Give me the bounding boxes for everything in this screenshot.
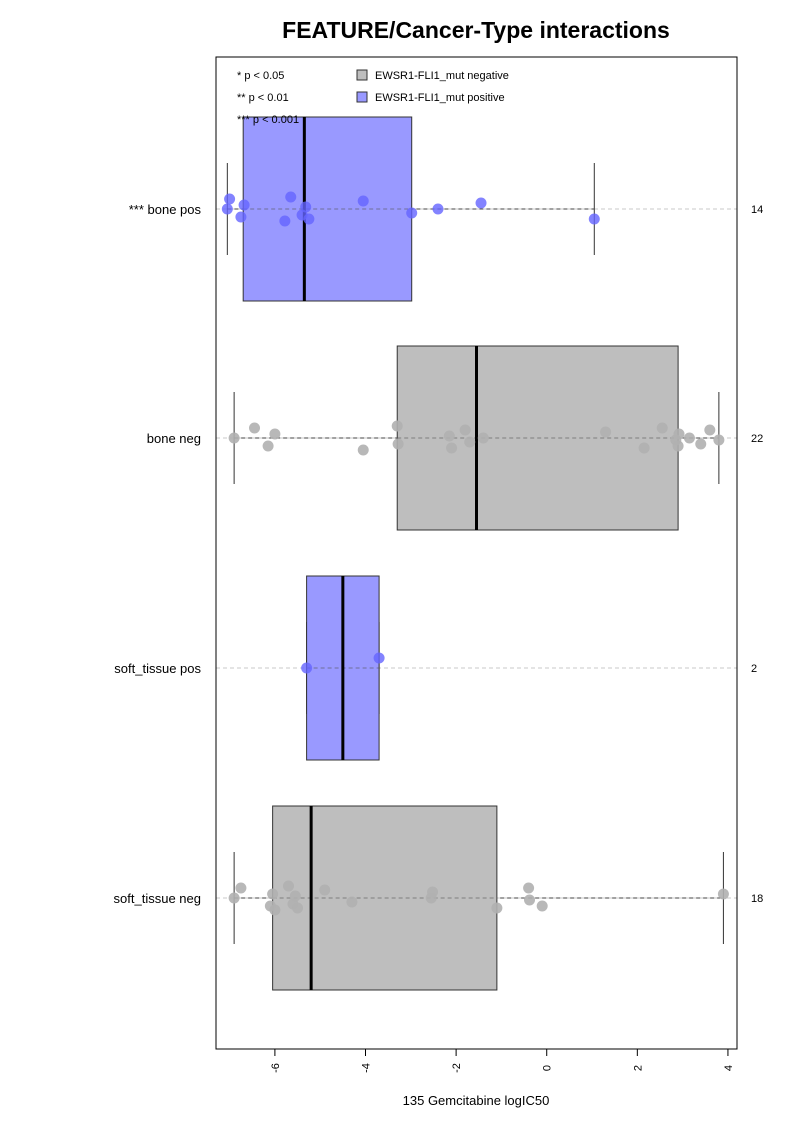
data-point xyxy=(695,438,707,450)
data-point xyxy=(524,894,536,906)
data-point xyxy=(279,215,291,227)
data-point xyxy=(406,207,418,219)
data-point xyxy=(292,902,304,914)
data-point xyxy=(656,422,668,434)
data-point xyxy=(269,428,281,440)
data-point xyxy=(475,197,487,209)
significance-key: * p < 0.05 ** p < 0.01 *** p < 0.001 xyxy=(237,70,299,126)
category-label: soft_tissue neg xyxy=(114,891,201,906)
data-point xyxy=(446,442,458,454)
x-axis-label: 135 Gemcitabine logIC50 xyxy=(403,1093,550,1108)
data-point xyxy=(373,652,385,664)
data-point xyxy=(300,201,312,213)
category-label: bone neg xyxy=(147,431,201,446)
data-point xyxy=(477,432,489,444)
data-point xyxy=(228,432,240,444)
data-point xyxy=(672,440,684,452)
data-point xyxy=(443,430,455,442)
legend-label: EWSR1-FLI1_mut positive xyxy=(375,92,505,104)
data-point xyxy=(357,444,369,456)
count-label: 14 xyxy=(751,204,763,216)
data-point xyxy=(282,880,294,892)
data-point xyxy=(285,191,297,203)
significance-key-entry: ** p < 0.01 xyxy=(237,92,289,104)
data-point xyxy=(301,662,313,674)
data-point xyxy=(357,195,369,207)
data-point xyxy=(713,434,725,446)
x-tick-label: 2 xyxy=(632,1065,644,1071)
legend: EWSR1-FLI1_mut negative EWSR1-FLI1_mut po… xyxy=(356,69,509,104)
data-point xyxy=(717,888,729,900)
data-point xyxy=(238,199,250,211)
legend-swatch xyxy=(356,69,368,81)
data-point xyxy=(262,440,274,452)
category-label: soft_tissue pos xyxy=(114,661,201,676)
data-point xyxy=(392,438,404,450)
data-point xyxy=(491,902,503,914)
data-point xyxy=(249,422,261,434)
data-point xyxy=(704,424,716,436)
count-label: 18 xyxy=(751,893,763,905)
data-point xyxy=(269,904,281,916)
data-point xyxy=(588,213,600,225)
x-tick-label: 4 xyxy=(723,1065,735,1071)
data-point xyxy=(289,890,301,902)
data-point xyxy=(224,193,236,205)
legend-label: EWSR1-FLI1_mut negative xyxy=(375,70,509,82)
significance-key-entry: *** p < 0.001 xyxy=(237,114,299,126)
data-point xyxy=(464,436,476,448)
data-point xyxy=(432,203,444,215)
data-point xyxy=(235,211,247,223)
data-point xyxy=(683,432,695,444)
data-point xyxy=(673,428,685,440)
count-label: 2 xyxy=(751,663,757,675)
data-point xyxy=(319,884,331,896)
x-tick-label: 0 xyxy=(542,1065,554,1071)
plot-data: *** bone pos 14 bone neg 22 soft_tissue pos 2… xyxy=(114,116,763,991)
count-label: 22 xyxy=(751,433,763,445)
data-point xyxy=(536,900,548,912)
x-tick-label: -4 xyxy=(361,1063,373,1073)
data-point xyxy=(235,882,247,894)
data-point xyxy=(228,892,240,904)
chart-title: FEATURE/Cancer-Type interactions xyxy=(282,17,670,43)
data-point xyxy=(346,896,358,908)
category-label: *** bone pos xyxy=(129,202,202,217)
x-tick-label: -6 xyxy=(270,1063,282,1073)
data-point xyxy=(459,424,471,436)
data-point xyxy=(303,213,315,225)
data-point xyxy=(267,888,279,900)
x-axis: -6 -4 -2 0 2 4 xyxy=(270,1048,735,1073)
significance-key-entry: * p < 0.05 xyxy=(237,70,284,82)
x-tick-label: -2 xyxy=(451,1063,463,1073)
data-point xyxy=(600,426,612,438)
data-point xyxy=(391,420,403,432)
data-point xyxy=(427,886,439,898)
legend-swatch xyxy=(356,91,368,103)
data-point xyxy=(638,442,650,454)
data-point xyxy=(221,203,233,215)
data-point xyxy=(523,882,535,894)
